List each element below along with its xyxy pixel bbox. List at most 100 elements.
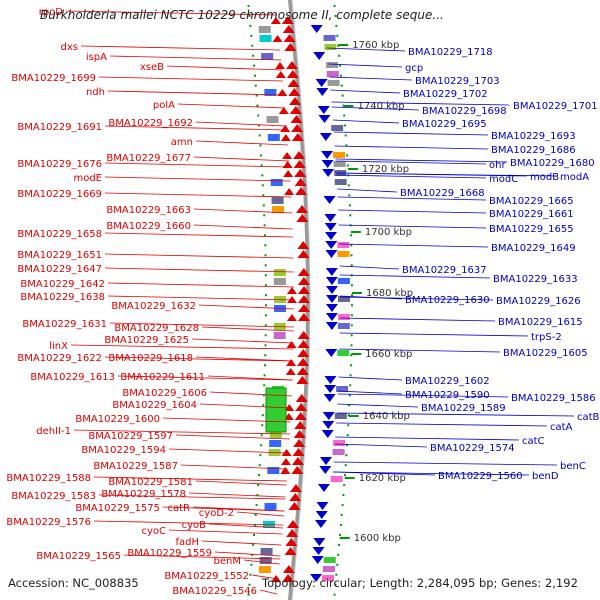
reverse-gene-arrow[interactable] xyxy=(325,250,338,258)
reverse-gene-label[interactable]: BMA10229_1665 xyxy=(489,196,574,207)
reverse-gene-label[interactable]: BMA10229_1668 xyxy=(400,188,485,199)
reverse-gene-label[interactable]: catA xyxy=(550,422,573,433)
forward-gene-label[interactable]: BMA10229_1663 xyxy=(106,205,191,216)
forward-gene-label[interactable]: BMA10229_1613 xyxy=(30,372,115,383)
forward-gene-label[interactable]: BMA10229_1628 xyxy=(114,323,199,334)
reverse-gene-label[interactable]: benD xyxy=(532,471,559,482)
forward-gene-arrow[interactable] xyxy=(283,170,294,177)
forward-gene-label[interactable]: BMA10229_1587 xyxy=(93,461,178,472)
feature-box[interactable] xyxy=(333,440,346,446)
reverse-gene-arrow[interactable] xyxy=(310,574,323,582)
forward-gene-label[interactable]: benM xyxy=(214,556,241,567)
feature-box[interactable] xyxy=(323,557,336,563)
reverse-gene-arrow[interactable] xyxy=(325,295,338,303)
forward-gene-arrow[interactable] xyxy=(277,89,288,96)
forward-gene-label[interactable]: ispA xyxy=(86,52,107,63)
forward-gene-label[interactable]: BMA10229_1611 xyxy=(120,372,205,383)
feature-box[interactable] xyxy=(337,350,350,356)
feature-box[interactable] xyxy=(330,476,343,482)
reverse-gene-label[interactable]: trpS-2 xyxy=(531,332,562,343)
reverse-gene-label[interactable]: catC xyxy=(522,436,545,447)
forward-gene-arrow[interactable] xyxy=(275,62,286,69)
reverse-gene-label[interactable]: BMA10229_1686 xyxy=(491,145,576,156)
feature-box[interactable] xyxy=(269,440,282,447)
forward-gene-label[interactable]: BMA10229_1581 xyxy=(108,477,193,488)
feature-box[interactable] xyxy=(258,26,271,33)
reverse-gene-arrow[interactable] xyxy=(325,286,338,294)
reverse-gene-arrow[interactable] xyxy=(311,556,324,564)
forward-gene-label[interactable]: BMA10229_1618 xyxy=(108,353,193,364)
feature-box[interactable] xyxy=(264,503,277,510)
forward-gene-label[interactable]: BMA10229_1565 xyxy=(36,551,121,562)
reverse-gene-label[interactable]: modB xyxy=(530,172,559,183)
forward-gene-arrow[interactable] xyxy=(297,295,310,303)
reverse-gene-label[interactable]: BMA10229_1701 xyxy=(513,101,598,112)
forward-gene-arrow[interactable] xyxy=(289,97,302,105)
reverse-gene-label[interactable]: BMA10229_1698 xyxy=(422,106,507,117)
forward-gene-label[interactable]: ndh xyxy=(86,87,105,98)
feature-box[interactable] xyxy=(271,206,284,213)
reverse-gene-arrow[interactable] xyxy=(323,196,336,204)
reverse-gene-label[interactable]: BMA10229_1626 xyxy=(496,296,581,307)
forward-gene-label[interactable]: BMA10229_1676 xyxy=(17,159,102,170)
forward-gene-arrow[interactable] xyxy=(291,457,304,465)
reverse-gene-arrow[interactable] xyxy=(325,313,338,321)
forward-gene-arrow[interactable] xyxy=(297,331,310,339)
reverse-gene-arrow[interactable] xyxy=(321,160,334,168)
feature-box[interactable] xyxy=(273,278,286,285)
forward-gene-label[interactable]: dxs xyxy=(61,42,78,53)
forward-gene-label[interactable]: BMA10229_1559 xyxy=(127,548,212,559)
feature-box[interactable] xyxy=(326,71,339,77)
forward-gene-label[interactable]: BMA10229_1642 xyxy=(20,279,105,290)
forward-gene-label[interactable]: BMA10229_1699 xyxy=(11,73,96,84)
forward-gene-label[interactable]: dehII-1 xyxy=(36,426,71,437)
feature-box[interactable] xyxy=(332,449,345,455)
reverse-gene-label[interactable]: BMA10229_1605 xyxy=(503,348,588,359)
forward-gene-label[interactable]: BMA10229_1622 xyxy=(17,353,102,364)
reverse-gene-label[interactable]: BMA10229_1633 xyxy=(493,274,578,285)
forward-gene-label[interactable]: BMA10229_1669 xyxy=(17,189,102,200)
forward-gene-label[interactable]: modE xyxy=(73,173,102,184)
forward-gene-label[interactable]: BMA10229_1576 xyxy=(6,517,91,528)
forward-gene-label[interactable]: BMA10229_1575 xyxy=(75,503,160,514)
reverse-gene-arrow[interactable] xyxy=(322,421,335,429)
reverse-gene-label[interactable]: BMA10229_1703 xyxy=(415,76,500,87)
forward-gene-arrow[interactable] xyxy=(278,107,289,114)
reverse-gene-arrow[interactable] xyxy=(315,79,328,87)
reverse-gene-label[interactable]: BMA10229_1630 xyxy=(405,295,490,306)
forward-gene-arrow[interactable] xyxy=(289,493,302,501)
feature-box[interactable] xyxy=(326,62,339,68)
forward-gene-arrow[interactable] xyxy=(290,115,303,123)
reverse-gene-label[interactable]: gcp xyxy=(405,63,423,74)
forward-gene-arrow[interactable] xyxy=(294,412,307,420)
reverse-gene-label[interactable]: BMA10229_1586 xyxy=(511,393,596,404)
forward-gene-arrow[interactable] xyxy=(291,466,304,474)
forward-gene-arrow[interactable] xyxy=(297,304,310,312)
reverse-gene-label[interactable]: BMA10229_1589 xyxy=(421,403,506,414)
forward-gene-arrow[interactable] xyxy=(280,134,291,141)
forward-gene-label[interactable]: BMA10229_1660 xyxy=(106,221,191,232)
forward-gene-arrow[interactable] xyxy=(282,152,293,159)
forward-gene-arrow[interactable] xyxy=(284,404,295,411)
feature-box[interactable] xyxy=(337,278,350,284)
forward-gene-arrow[interactable] xyxy=(286,520,299,528)
forward-gene-arrow[interactable] xyxy=(272,35,283,42)
forward-gene-arrow[interactable] xyxy=(297,268,310,276)
forward-gene-label[interactable]: BMA10229_1647 xyxy=(17,264,102,275)
forward-gene-arrow[interactable] xyxy=(289,106,302,114)
reverse-gene-arrow[interactable] xyxy=(319,466,332,474)
forward-gene-arrow[interactable] xyxy=(294,169,307,177)
forward-gene-label[interactable]: BMA10229_1677 xyxy=(106,153,191,164)
reverse-gene-label[interactable]: BMA10229_1693 xyxy=(491,131,576,142)
forward-gene-arrow[interactable] xyxy=(297,340,310,348)
reverse-gene-arrow[interactable] xyxy=(316,502,329,510)
reverse-gene-arrow[interactable] xyxy=(325,349,338,357)
feature-box[interactable] xyxy=(337,323,350,329)
reverse-gene-label[interactable]: BMA10229_1680 xyxy=(510,158,595,169)
forward-gene-arrow[interactable] xyxy=(288,502,301,510)
forward-gene-arrow[interactable] xyxy=(293,151,306,159)
forward-gene-arrow[interactable] xyxy=(281,449,292,456)
feature-box[interactable] xyxy=(327,80,340,86)
reverse-gene-arrow[interactable] xyxy=(324,223,337,231)
feature-box[interactable] xyxy=(267,467,280,474)
